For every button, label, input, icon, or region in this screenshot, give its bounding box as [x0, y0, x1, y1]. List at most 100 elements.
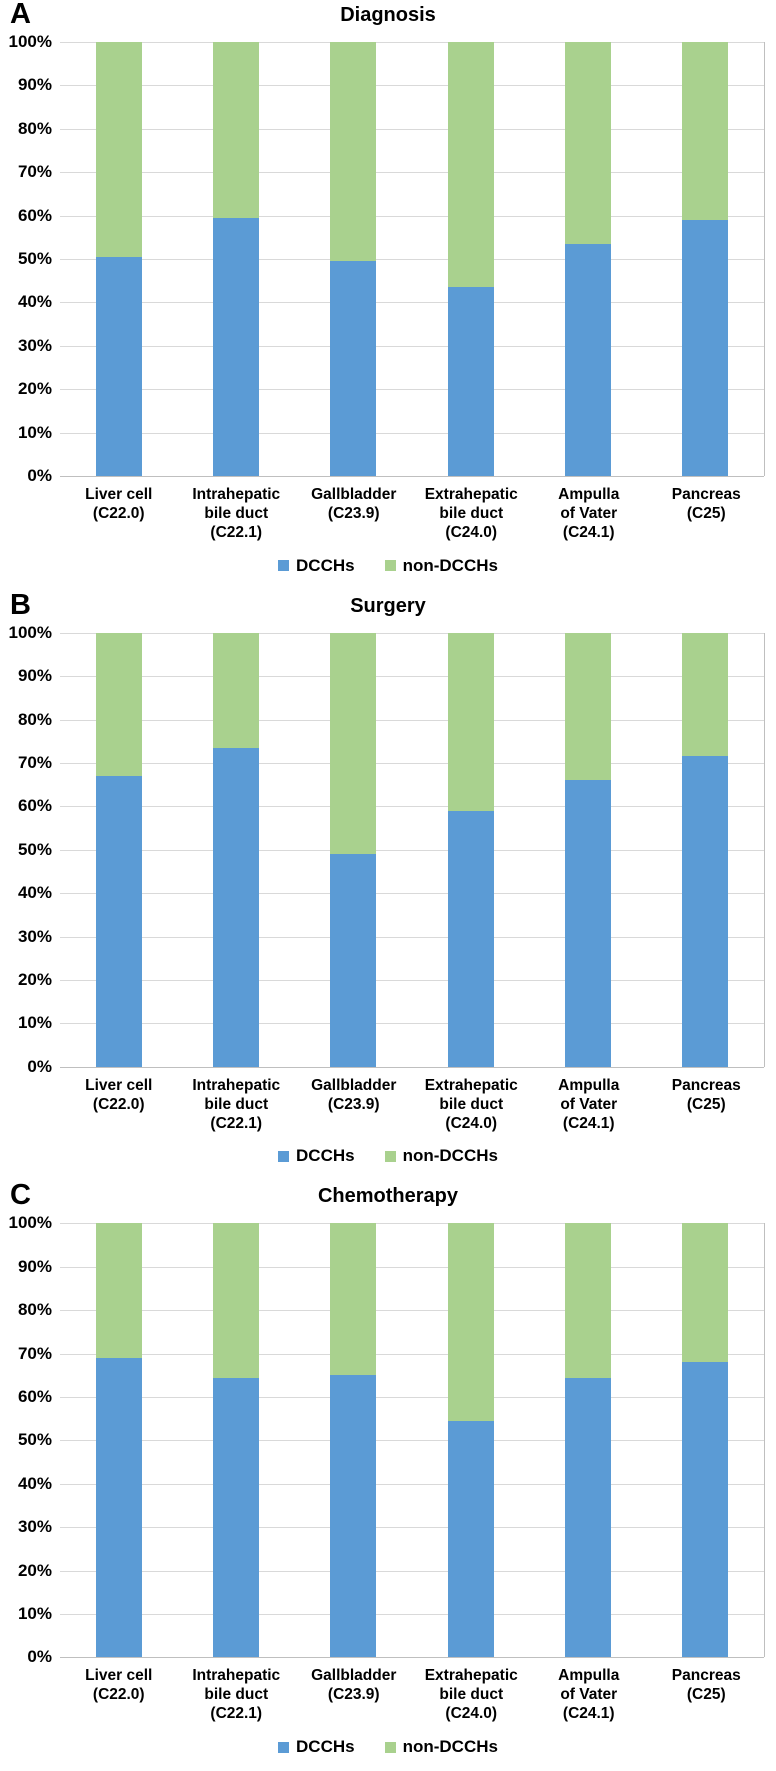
chart-area: 100% 90% 80% 70% 60% 50% 40% 30% 20% 10% 0%: [0, 623, 765, 1076]
bars-layer: [60, 632, 764, 1067]
x-axis-label: Ampulla of Vater (C24.1): [558, 1076, 620, 1132]
gridline: [60, 1353, 764, 1355]
bar-slot: [295, 1223, 412, 1658]
y-axis-tick: 60%: [17, 1387, 52, 1407]
gridline: [60, 762, 764, 764]
stacked-bar: [212, 1223, 259, 1658]
legend-label: DCCHs: [296, 1737, 355, 1757]
bar-segment-dcchs: [682, 756, 729, 1067]
chart-title: Surgery: [350, 594, 426, 617]
legend-swatch-dcchs: [278, 1741, 290, 1753]
bar-slot: [529, 632, 646, 1067]
gridline: [60, 1527, 764, 1529]
panel-letter: A: [10, 0, 31, 30]
panel-letter: B: [10, 588, 31, 621]
y-axis-tick: 10%: [17, 1604, 52, 1624]
y-axis-tick: 60%: [17, 205, 52, 225]
bar-slot: [647, 42, 764, 476]
bar-segment-dcchs: [682, 219, 729, 476]
y-axis-tick: 50%: [17, 839, 52, 859]
y-axis-tick: 50%: [17, 249, 52, 268]
x-axis-label: Pancreas (C25): [671, 486, 741, 522]
panel-letter: C: [10, 1179, 31, 1212]
gridline: [60, 1440, 764, 1442]
x-axis-label: Liver cell (C22.0): [85, 1076, 153, 1113]
bar-slot: [412, 42, 529, 476]
y-axis-tick: 60%: [17, 796, 52, 816]
stacked-bar: [564, 632, 611, 1067]
gridline: [60, 936, 764, 938]
legend-swatch-non-dcchs: [384, 560, 396, 572]
bar-segment-non-dcchs: [682, 632, 729, 757]
bar-slot: [177, 1223, 294, 1658]
bar-segment-dcchs: [95, 775, 142, 1067]
x-axis-labels: Liver cell (C22.0) Intrahepatic bile duct…: [60, 486, 765, 543]
bars-layer: [60, 42, 764, 476]
x-axis-label: Liver cell (C22.0): [85, 1667, 153, 1704]
gridline: [60, 128, 764, 130]
bar-segment-dcchs: [447, 810, 494, 1067]
gridline: [60, 1310, 764, 1312]
y-axis-tick: 0%: [27, 466, 52, 485]
x-axis-label: Pancreas (C25): [671, 1667, 741, 1704]
chart-panel-A: A Diagnosis 100% 90% 80% 70% 60% 50% 40% 30% 20%…: [0, 0, 776, 577]
x-axis-label: Ampulla of Vater (C24.1): [558, 1667, 620, 1723]
legend-label: non-DCCHs: [402, 1737, 498, 1757]
x-axis-label: Gallbladder (C23.9): [311, 486, 397, 522]
bar-slot: [177, 42, 294, 476]
chart-panel-B: B Surgery 100% 90% 80% 70% 60% 50% 40% 30% 20% 10…: [0, 589, 776, 1168]
gridline: [60, 85, 764, 87]
bar-segment-non-dcchs: [95, 1223, 142, 1358]
x-axis-label: Intrahepatic bile duct (C22.1): [192, 486, 281, 541]
stacked-bar: [564, 42, 611, 476]
legend-label: non-DCCHs: [402, 1146, 498, 1166]
y-axis-tick: 70%: [17, 1343, 52, 1363]
legend-swatch-dcchs: [278, 1150, 290, 1162]
y-axis-tick: 30%: [17, 1517, 52, 1537]
y-axis-tick: 100%: [8, 622, 52, 642]
chart-title: Diagnosis: [340, 4, 436, 26]
legend-label: non-DCCHs: [402, 555, 498, 575]
bar-slot: [412, 632, 529, 1067]
stacked-bar: [682, 1223, 729, 1658]
stacked-bar: [95, 1223, 142, 1658]
legend-item: non-DCCHs: [384, 1146, 498, 1166]
legend-label: DCCHs: [296, 555, 355, 575]
legend-swatch-non-dcchs: [384, 1741, 396, 1753]
y-axis-tick: 0%: [27, 1056, 52, 1076]
x-axis-label: Liver cell (C22.0): [85, 486, 153, 522]
stacked-bar: [447, 1223, 494, 1658]
stacked-bar: [95, 632, 142, 1067]
bar-segment-non-dcchs: [95, 632, 142, 776]
y-axis: 100% 90% 80% 70% 60% 50% 40% 30% 20% 10% 0%: [0, 32, 60, 485]
x-axis-line: [60, 1657, 764, 1659]
chart-area: 100% 90% 80% 70% 60% 50% 40% 30% 20% 10% 0%: [0, 1213, 765, 1666]
y-axis-tick: 70%: [17, 162, 52, 182]
y-axis-tick: 20%: [17, 969, 52, 989]
bar-segment-non-dcchs: [330, 1223, 377, 1376]
bar-segment-non-dcchs: [447, 42, 494, 288]
legend-item: DCCHs: [278, 1146, 355, 1166]
gridline: [60, 806, 764, 808]
x-axis-label: Extrahepatic bile duct (C24.0): [424, 1076, 518, 1132]
bar-slot: [177, 632, 294, 1067]
bar-slot: [60, 1223, 177, 1658]
gridline: [60, 1483, 764, 1485]
panel-header: A Diagnosis: [0, 0, 776, 42]
bar-slot: [647, 632, 764, 1067]
gridline: [60, 979, 764, 981]
y-axis-tick: 10%: [17, 1013, 52, 1033]
bar-segment-non-dcchs: [212, 1223, 259, 1378]
y-axis-tick: 90%: [17, 666, 52, 686]
panel-header: B Surgery: [0, 589, 776, 633]
bar-slot: [295, 42, 412, 476]
legend-item: non-DCCHs: [384, 1737, 498, 1757]
bar-segment-dcchs: [564, 1377, 611, 1658]
gridline: [60, 1223, 764, 1225]
bar-slot: [60, 632, 177, 1067]
chart-title: Chemotherapy: [317, 1185, 459, 1208]
bar-segment-dcchs: [447, 287, 494, 476]
gridline: [60, 345, 764, 347]
x-axis-label: Gallbladder (C23.9): [311, 1667, 397, 1704]
